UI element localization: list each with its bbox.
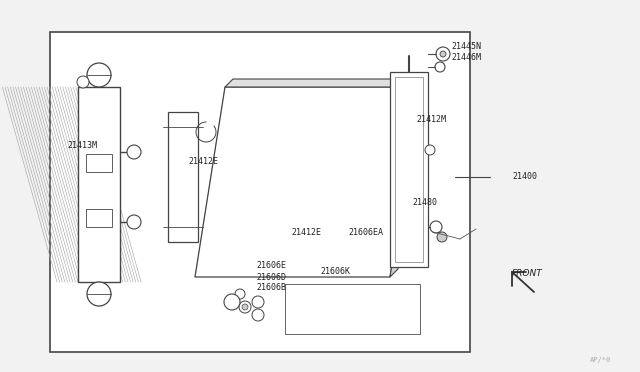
Polygon shape bbox=[225, 79, 428, 87]
Circle shape bbox=[435, 62, 445, 72]
Text: 21480: 21480 bbox=[413, 198, 438, 207]
Circle shape bbox=[242, 304, 248, 310]
Circle shape bbox=[436, 47, 450, 61]
Circle shape bbox=[87, 63, 111, 87]
Bar bbox=[285, 284, 420, 334]
Circle shape bbox=[77, 76, 89, 88]
Text: 21412E: 21412E bbox=[291, 228, 321, 237]
Text: 21606B: 21606B bbox=[256, 283, 286, 292]
Bar bbox=[395, 77, 423, 262]
Text: 21446M: 21446M bbox=[451, 53, 481, 62]
Text: FRONT: FRONT bbox=[512, 269, 543, 278]
Text: 21606EA: 21606EA bbox=[349, 228, 384, 237]
Circle shape bbox=[430, 221, 442, 233]
Circle shape bbox=[127, 215, 141, 229]
Circle shape bbox=[87, 282, 111, 306]
Text: 21400: 21400 bbox=[512, 172, 537, 181]
Circle shape bbox=[252, 309, 264, 321]
Circle shape bbox=[425, 145, 435, 155]
Polygon shape bbox=[390, 79, 428, 277]
Bar bbox=[86, 154, 112, 172]
Circle shape bbox=[239, 301, 251, 313]
Text: 21606K: 21606K bbox=[320, 267, 350, 276]
Circle shape bbox=[127, 145, 141, 159]
Circle shape bbox=[235, 289, 245, 299]
Polygon shape bbox=[195, 87, 420, 277]
Text: 21413M: 21413M bbox=[67, 141, 97, 150]
Circle shape bbox=[437, 232, 447, 242]
Text: 21606D: 21606D bbox=[256, 273, 286, 282]
Circle shape bbox=[224, 294, 240, 310]
Bar bbox=[86, 209, 112, 227]
Bar bbox=[78, 87, 120, 282]
Bar bbox=[50, 32, 470, 352]
Text: 21412M: 21412M bbox=[416, 115, 446, 124]
Circle shape bbox=[440, 51, 446, 57]
Text: AP/*0: AP/*0 bbox=[590, 357, 611, 363]
Text: 21445N: 21445N bbox=[451, 42, 481, 51]
Bar bbox=[390, 72, 428, 267]
Text: 21606E: 21606E bbox=[256, 262, 286, 270]
Text: 21412E: 21412E bbox=[189, 157, 219, 166]
Circle shape bbox=[252, 296, 264, 308]
Bar bbox=[168, 112, 198, 242]
